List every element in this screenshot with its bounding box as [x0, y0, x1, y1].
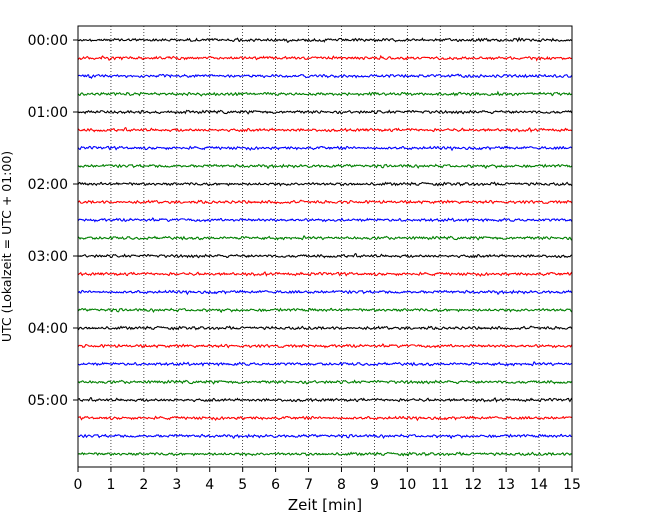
trace-0245: [77, 235, 573, 241]
trace-0030: [77, 73, 573, 80]
x-tick-label: 1: [106, 477, 115, 493]
x-tick-label: 2: [139, 477, 148, 493]
trace-0000: [77, 36, 573, 43]
seismic-traces: [77, 36, 573, 457]
x-tick-label: 0: [74, 477, 83, 493]
x-tick-label: 15: [563, 477, 581, 493]
x-tick-label: 5: [238, 477, 247, 493]
x-tick-label: 12: [464, 477, 482, 493]
y-axis-ticks: 00:00 01:00 02:00 03:00 04:00 05:00: [28, 33, 78, 409]
x-tick-label: 8: [337, 477, 346, 493]
trace-0400: [77, 325, 573, 331]
x-tick-label: 11: [431, 477, 449, 493]
trace-0045: [77, 90, 573, 97]
trace-0330: [77, 289, 573, 296]
trace-0500: [77, 396, 573, 403]
trace-0230: [77, 217, 573, 223]
trace-0445: [77, 379, 573, 385]
trace-0200: [77, 181, 573, 187]
y-tick-label: 03:00: [28, 249, 68, 265]
plot-frame: [77, 25, 573, 468]
trace-0345: [77, 307, 573, 313]
y-tick-label: 02:00: [28, 177, 68, 193]
trace-0215: [77, 199, 573, 205]
trace-0315: [77, 271, 573, 278]
x-tick-label: 9: [370, 477, 379, 493]
trace-0115: [77, 126, 573, 133]
trace-0415: [77, 343, 573, 349]
y-tick-label: 01:00: [28, 105, 68, 121]
trace-0530: [77, 433, 572, 439]
trace-0015: [77, 54, 573, 62]
trace-0145: [77, 163, 573, 169]
x-tick-label: 13: [497, 477, 515, 493]
x-axis-title: Zeit [min]: [288, 496, 362, 514]
x-tick-label: 7: [304, 477, 313, 493]
trace-0300: [77, 252, 573, 259]
y-tick-label: 00:00: [28, 33, 68, 49]
x-tick-label: 10: [398, 477, 416, 493]
trace-0100: [77, 109, 573, 115]
trace-0515: [77, 415, 573, 422]
x-axis-ticks: 0 1 2 3 4 5 6 7 8 9 10 11 12 13 14 15: [74, 467, 581, 493]
x-tick-label: 6: [271, 477, 280, 493]
y-tick-label: 04:00: [28, 321, 68, 337]
y-axis-title: UTC (Lokalzeit = UTC + 01:00): [0, 151, 14, 342]
x-tick-label: 4: [205, 477, 214, 493]
trace-0545: [77, 451, 573, 457]
y-tick-label: 05:00: [28, 393, 68, 409]
trace-0130: [77, 145, 573, 152]
trace-0430: [77, 361, 573, 367]
x-tick-label: 3: [172, 477, 181, 493]
x-tick-label: 14: [530, 477, 548, 493]
